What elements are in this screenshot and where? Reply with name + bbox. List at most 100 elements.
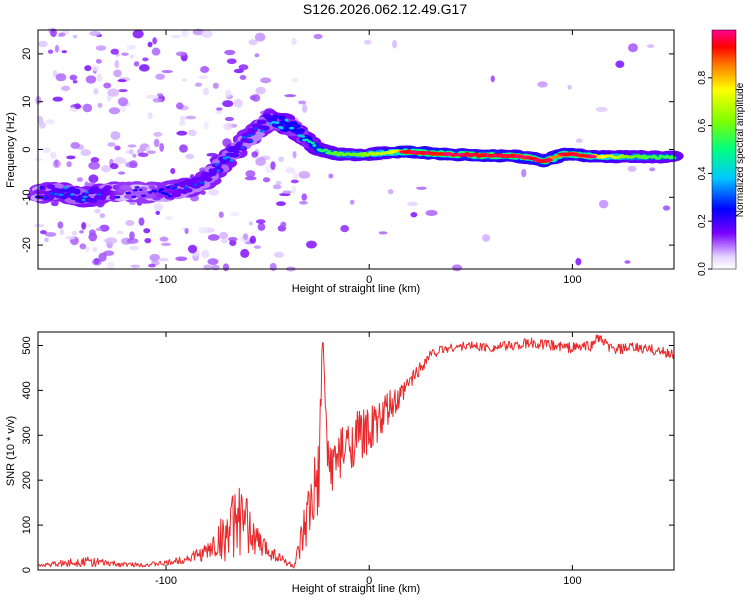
noise-speck: [207, 258, 219, 266]
ridge-blob: [183, 186, 189, 189]
ridge-blob: [222, 156, 228, 160]
noise-speck: [298, 171, 311, 179]
noise-speck: [59, 229, 64, 236]
ridge-blob: [229, 152, 240, 158]
noise-speck: [647, 44, 655, 48]
noise-speck: [170, 168, 176, 174]
ridge-blob: [174, 192, 182, 198]
snr-frame: [37, 331, 675, 571]
noise-speck: [269, 262, 277, 272]
noise-speck: [79, 230, 84, 234]
snr-x-label: Height of straight line (km): [292, 583, 420, 595]
noise-speck: [299, 200, 308, 205]
ridge-blob: [82, 195, 88, 199]
noise-speck: [42, 147, 51, 154]
noise-speck: [575, 257, 582, 266]
noise-speck: [537, 81, 548, 88]
ridge-blob: [278, 115, 286, 121]
noise-speck: [181, 78, 188, 82]
noise-speck: [305, 240, 317, 249]
ridge-blob: [141, 194, 147, 198]
noise-speck: [147, 263, 156, 268]
ridge-blob: [216, 169, 221, 173]
noise-speck: [126, 45, 136, 50]
noise-speck: [185, 153, 195, 160]
ridge-blob: [103, 185, 113, 190]
noise-speck: [280, 221, 287, 228]
noise-speck: [88, 174, 99, 183]
noise-speck: [451, 264, 463, 272]
noise-speck: [66, 155, 76, 160]
y-tick-label: -20: [21, 237, 33, 253]
ridge-blob: [165, 186, 171, 189]
noise-speck: [624, 260, 631, 264]
noise-speck: [627, 165, 637, 172]
y-tick-label: 400: [21, 381, 33, 399]
noise-speck: [93, 88, 99, 95]
ridge-blob: [199, 181, 205, 185]
noise-speck: [142, 57, 149, 62]
ridge-blob: [84, 190, 89, 194]
noise-speck: [349, 199, 355, 205]
noise-speck: [291, 186, 296, 194]
noise-speck: [147, 112, 153, 120]
x-tick-label: 0: [366, 575, 372, 587]
noise-speck: [301, 103, 308, 113]
noise-speck: [94, 208, 101, 214]
y-tick-label: -10: [21, 189, 33, 205]
noise-speck: [278, 156, 285, 163]
noise-speck: [490, 75, 495, 83]
noise-speck: [98, 252, 107, 262]
ridge-blob: [148, 191, 153, 194]
noise-speck: [291, 77, 298, 83]
colorbar-gradient: [711, 29, 737, 270]
noise-speck: [110, 131, 121, 140]
noise-speck: [117, 171, 126, 175]
y-tick-label: 100: [21, 516, 33, 534]
ridge-peak: [586, 154, 597, 159]
noise-speck: [275, 201, 286, 207]
noise-speck: [175, 102, 184, 110]
ridge-blob: [73, 189, 81, 195]
noise-speck: [223, 123, 233, 131]
spectrogram-ridge: [27, 109, 684, 208]
noise-speck: [107, 88, 120, 97]
ridge-peak: [467, 153, 478, 157]
ridge-blob: [158, 188, 165, 191]
noise-speck: [99, 224, 110, 232]
snr-x-axis: -100 0 100: [155, 332, 582, 587]
noise-speck: [95, 45, 107, 51]
ridge-blob: [248, 139, 254, 143]
noise-speck: [120, 105, 126, 113]
noise-speck: [61, 50, 67, 54]
spectrogram-y-label: Frequency (Hz): [5, 112, 17, 188]
noise-speck: [69, 74, 78, 81]
ridge-blob: [53, 192, 59, 196]
noise-speck: [170, 34, 182, 39]
noise-speck: [245, 170, 256, 178]
noise-speck: [175, 256, 188, 262]
noise-speck: [185, 115, 197, 120]
noise-speck: [61, 85, 71, 92]
ridge-blob: [297, 128, 306, 134]
ridge-blob: [240, 146, 245, 149]
noise-speck: [55, 73, 67, 82]
noise-speck: [72, 80, 78, 84]
y-tick-label: 500: [21, 336, 33, 354]
noise-speck: [82, 103, 93, 113]
noise-speck: [220, 238, 228, 244]
noise-speck: [203, 121, 209, 130]
noise-speck: [254, 53, 260, 58]
ridge-blob: [233, 149, 240, 154]
y-tick-label: 20: [21, 48, 33, 60]
noise-speck: [145, 146, 152, 152]
noise-speck: [106, 261, 115, 270]
noise-speck: [253, 245, 261, 249]
noise-speck: [224, 49, 236, 56]
ridge-blob: [43, 196, 49, 200]
noise-speck: [116, 230, 124, 235]
noise-speck: [129, 54, 135, 59]
noise-speck: [118, 89, 128, 93]
noise-speck: [211, 264, 220, 271]
noise-speck: [187, 244, 198, 254]
